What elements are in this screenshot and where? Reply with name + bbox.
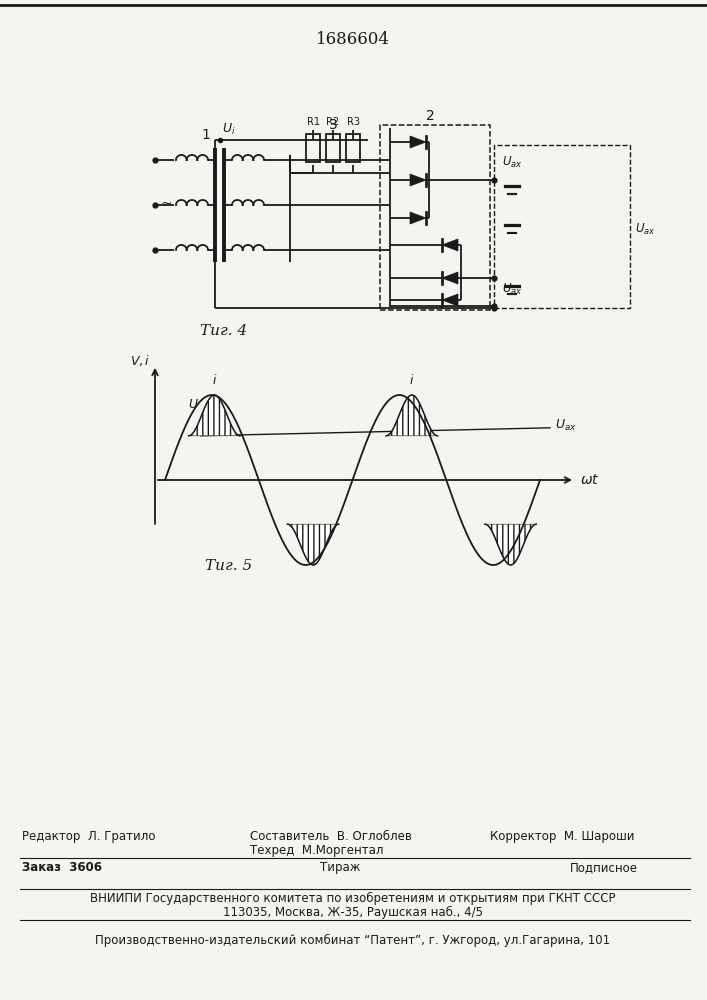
Text: $\omega t$: $\omega t$ xyxy=(580,473,600,487)
Text: ~: ~ xyxy=(160,197,172,211)
Text: Подписное: Подписное xyxy=(570,861,638,874)
Text: 3: 3 xyxy=(329,118,337,132)
Text: $U_i$: $U_i$ xyxy=(222,122,235,137)
Bar xyxy=(346,133,360,161)
Polygon shape xyxy=(410,212,426,224)
Text: U: U xyxy=(188,398,197,411)
Text: 2: 2 xyxy=(426,109,434,123)
Text: Составитель  В. Оглоблев: Составитель В. Оглоблев xyxy=(250,830,412,843)
Text: $V, i$: $V, i$ xyxy=(129,354,150,368)
Text: $U_{ax}$: $U_{ax}$ xyxy=(555,418,577,433)
Text: $U_{ax}$: $U_{ax}$ xyxy=(635,221,655,237)
Text: Заказ  3606: Заказ 3606 xyxy=(22,861,102,874)
Bar xyxy=(306,133,320,161)
Text: R1: R1 xyxy=(307,117,320,127)
Text: Производственно-издательский комбинат “Патент”, г. Ужгород, ул.Гагарина, 101: Производственно-издательский комбинат “П… xyxy=(95,934,611,947)
Text: Редактор  Л. Гратило: Редактор Л. Гратило xyxy=(22,830,156,843)
Polygon shape xyxy=(410,136,426,148)
Text: Τиг. 4: Τиг. 4 xyxy=(200,324,247,338)
Text: $i$: $i$ xyxy=(211,373,217,387)
Polygon shape xyxy=(410,174,426,186)
Polygon shape xyxy=(442,272,458,284)
Bar xyxy=(326,133,340,161)
Text: $U_{ax}$: $U_{ax}$ xyxy=(502,155,522,170)
Text: Τиг. 5: Τиг. 5 xyxy=(205,559,252,573)
Text: 113035, Москва, Ж-35, Раушская наб., 4/5: 113035, Москва, Ж-35, Раушская наб., 4/5 xyxy=(223,906,483,919)
Text: R3: R3 xyxy=(346,117,359,127)
Text: R2: R2 xyxy=(327,117,339,127)
Text: 1: 1 xyxy=(201,128,210,142)
Text: ВНИИПИ Государственного комитета по изобретениям и открытиям при ГКНТ СССР: ВНИИПИ Государственного комитета по изоб… xyxy=(90,892,616,905)
Polygon shape xyxy=(442,239,458,251)
Text: Корректор  М. Шароши: Корректор М. Шароши xyxy=(490,830,634,843)
Text: $U_{ax}$: $U_{ax}$ xyxy=(502,281,522,297)
Text: 1686604: 1686604 xyxy=(316,31,390,48)
Text: Техред  М.Моргентал: Техред М.Моргентал xyxy=(250,844,383,857)
Text: $i$: $i$ xyxy=(409,373,414,387)
Bar xyxy=(380,125,490,310)
Bar xyxy=(494,145,630,308)
Text: Тираж: Тираж xyxy=(320,861,360,874)
Polygon shape xyxy=(442,294,458,306)
